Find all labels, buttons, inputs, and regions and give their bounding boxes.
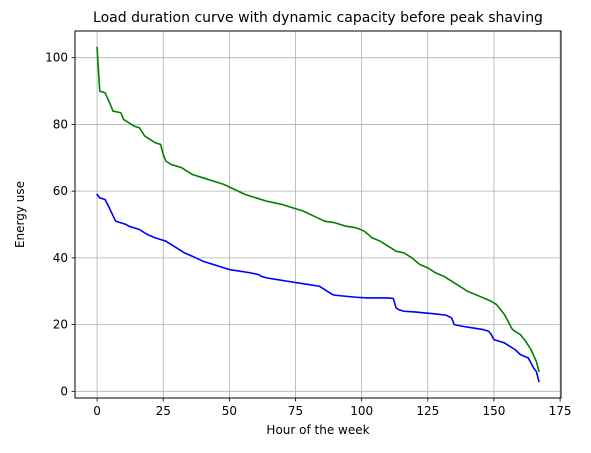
chart-title: Load duration curve with dynamic capacit… <box>93 10 543 26</box>
x-tick-label: 0 <box>93 404 101 418</box>
series-layer <box>95 46 540 383</box>
x-axis-label: Hour of the week <box>266 423 369 437</box>
ticks: 0 25 50 75 100 125 150 175 0 20 40 60 80 100 <box>45 51 571 418</box>
y-tick-label: 0 <box>60 384 68 398</box>
y-tick-label: 100 <box>45 51 68 65</box>
y-tick-label: 20 <box>53 318 68 332</box>
series-line-1 <box>96 46 540 373</box>
x-tick-label: 125 <box>416 404 439 418</box>
x-tick-label: 150 <box>482 404 505 418</box>
plot-frame <box>74 30 562 399</box>
x-tick-label: 175 <box>549 404 572 418</box>
grid <box>75 31 561 398</box>
y-axis-label: Energy use <box>13 181 27 248</box>
y-tick-label: 80 <box>53 117 68 131</box>
x-tick-label: 100 <box>350 404 373 418</box>
x-tick-label: 50 <box>222 404 237 418</box>
x-tick-label: 25 <box>156 404 171 418</box>
series-line-2 <box>95 193 540 383</box>
y-tick-label: 40 <box>53 251 68 265</box>
y-tick-label: 60 <box>53 184 68 198</box>
x-tick-label: 75 <box>288 404 303 418</box>
